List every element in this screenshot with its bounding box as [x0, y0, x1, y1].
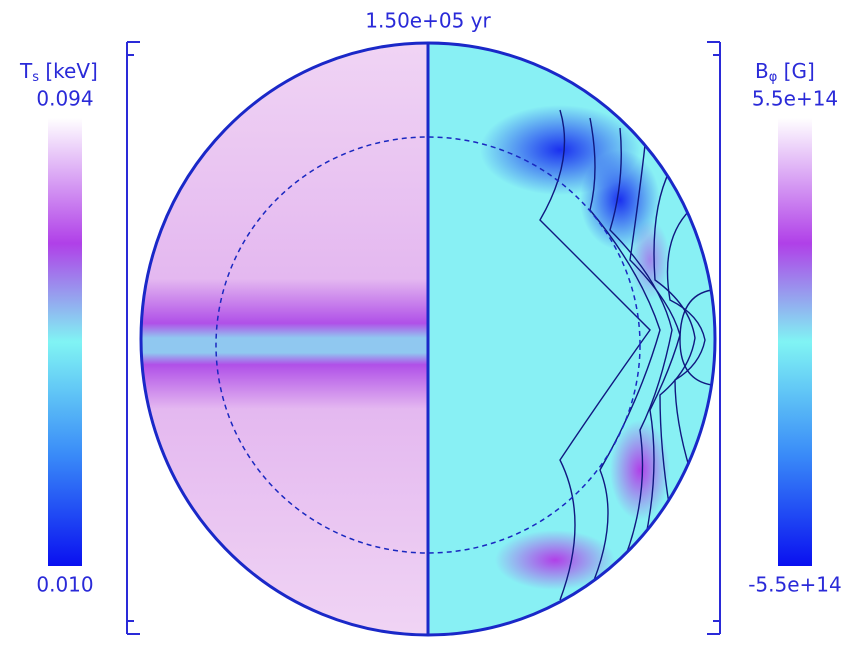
label-part: T [19, 59, 33, 83]
label-part: φ [769, 70, 778, 85]
title: 1.50e+05 yr [365, 9, 491, 33]
colorbar-label: Ts [keV] [19, 59, 98, 85]
colorbar-max: 0.094 [36, 87, 93, 111]
label-part: [keV] [45, 59, 97, 83]
label-part: [G] [784, 59, 815, 83]
colorbar-min: 0.010 [36, 573, 93, 597]
figure: 1.50e+05 yr Ts [keV] 0.094 0.010 [0, 0, 852, 656]
colorbar-label: Bφ [G] [755, 59, 815, 85]
page: {"title": "1.50e+05 yr", "left_colorbar"… [0, 0, 852, 656]
colorbar [48, 118, 82, 566]
colorbar [778, 118, 812, 566]
colorbar-max: 5.5e+14 [752, 87, 838, 111]
colorbar-min: -5.5e+14 [748, 573, 842, 597]
label-part: B [755, 59, 769, 83]
field-patch [495, 530, 615, 590]
temperature-half [141, 42, 428, 634]
